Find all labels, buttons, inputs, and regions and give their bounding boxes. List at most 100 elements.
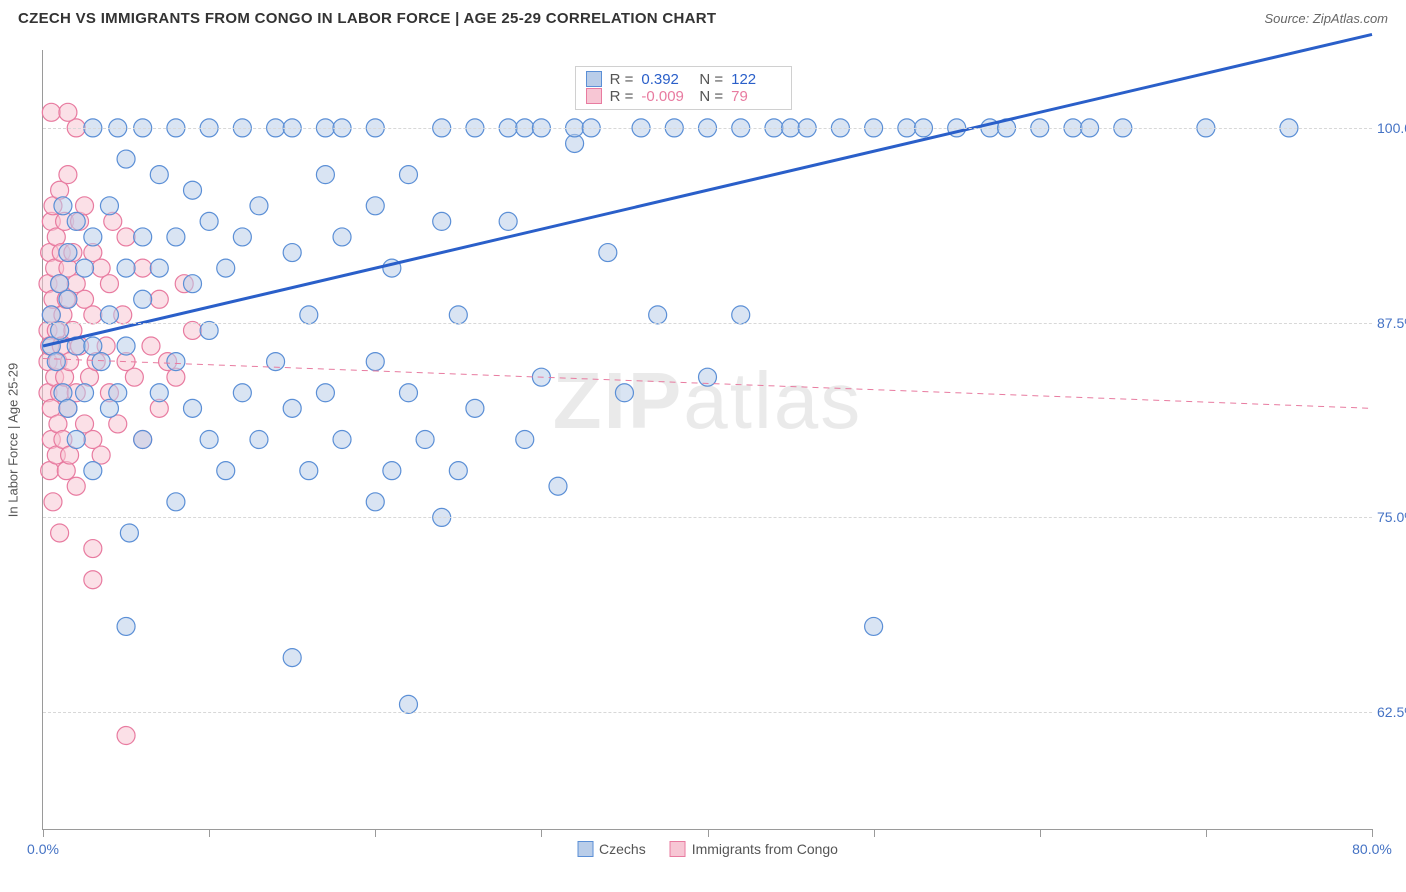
data-point [200, 212, 218, 230]
data-point [366, 197, 384, 215]
xtick [708, 829, 709, 837]
data-point [167, 353, 185, 371]
data-point [117, 727, 135, 745]
ytick-label: 62.5% [1377, 704, 1406, 720]
data-point [250, 197, 268, 215]
data-point [416, 431, 434, 449]
stat-r-value: 0.392 [641, 71, 691, 88]
data-point [150, 384, 168, 402]
data-point [51, 524, 69, 542]
data-point [283, 399, 301, 417]
stats-box: R =0.392N =122R =-0.009N =79 [575, 66, 793, 110]
ytick-label: 75.0% [1377, 509, 1406, 525]
data-point [44, 493, 62, 511]
data-point [549, 477, 567, 495]
stat-r-label: R = [610, 71, 634, 88]
data-point [250, 431, 268, 449]
xtick [209, 829, 210, 837]
data-point [76, 384, 94, 402]
data-point [59, 399, 77, 417]
data-point [184, 181, 202, 199]
data-point [67, 212, 85, 230]
data-point [184, 275, 202, 293]
legend-swatch [670, 841, 686, 857]
data-point [233, 228, 251, 246]
stat-n-label: N = [699, 71, 723, 88]
legend-swatch [586, 88, 602, 104]
data-point [167, 493, 185, 511]
data-point [47, 353, 65, 371]
data-point [300, 462, 318, 480]
data-point [399, 166, 417, 184]
gridline-h [43, 712, 1372, 713]
data-point [300, 306, 318, 324]
data-point [316, 166, 334, 184]
data-point [383, 462, 401, 480]
data-point [399, 695, 417, 713]
data-point [67, 431, 85, 449]
data-point [184, 399, 202, 417]
source-label: Source: ZipAtlas.com [1264, 11, 1388, 26]
data-point [366, 353, 384, 371]
data-point [100, 275, 118, 293]
data-point [120, 524, 138, 542]
stat-n-value: 79 [731, 88, 781, 105]
data-point [150, 166, 168, 184]
xtick-label-right: 80.0% [1352, 841, 1392, 857]
data-point [267, 353, 285, 371]
chart-plot-area: In Labor Force | Age 25-29 ZIPatlas 62.5… [42, 50, 1372, 830]
xtick [1206, 829, 1207, 837]
stats-row: R =0.392N =122 [586, 71, 782, 88]
ytick-label: 100.0% [1377, 120, 1406, 136]
data-point [449, 462, 467, 480]
chart-title: CZECH VS IMMIGRANTS FROM CONGO IN LABOR … [18, 10, 716, 27]
legend-swatch [577, 841, 593, 857]
data-point [51, 321, 69, 339]
data-point [599, 244, 617, 262]
stat-n-label: N = [699, 88, 723, 105]
legend-label: Czechs [599, 841, 646, 857]
stat-r-label: R = [610, 88, 634, 105]
data-point [366, 493, 384, 511]
data-point [217, 259, 235, 277]
data-point [117, 150, 135, 168]
xtick [874, 829, 875, 837]
data-point [333, 228, 351, 246]
data-point [134, 431, 152, 449]
stat-r-value: -0.009 [641, 88, 691, 105]
gridline-h [43, 128, 1372, 129]
data-point [200, 431, 218, 449]
data-point [84, 571, 102, 589]
legend-swatch [586, 71, 602, 87]
xtick [1372, 829, 1373, 837]
data-point [615, 384, 633, 402]
data-point [200, 321, 218, 339]
legend-item: Czechs [577, 841, 646, 857]
data-point [134, 259, 152, 277]
data-point [516, 431, 534, 449]
data-point [104, 212, 122, 230]
data-point [499, 212, 517, 230]
gridline-h [43, 323, 1372, 324]
data-point [125, 368, 143, 386]
data-point [57, 462, 75, 480]
ytick-label: 87.5% [1377, 315, 1406, 331]
data-point [67, 477, 85, 495]
data-point [316, 384, 334, 402]
legend-item: Immigrants from Congo [670, 841, 838, 857]
data-point [100, 306, 118, 324]
data-point [283, 244, 301, 262]
data-point [865, 617, 883, 635]
data-point [84, 306, 102, 324]
title-bar: CZECH VS IMMIGRANTS FROM CONGO IN LABOR … [0, 0, 1406, 35]
data-point [233, 384, 251, 402]
xtick [375, 829, 376, 837]
data-point [109, 384, 127, 402]
data-point [167, 228, 185, 246]
data-point [59, 166, 77, 184]
bottom-legend: Czechs Immigrants from Congo [577, 841, 838, 857]
data-point [466, 399, 484, 417]
stats-row: R = -0.009 N = 79 [586, 88, 782, 105]
data-point [76, 259, 94, 277]
y-axis-title: In Labor Force | Age 25-29 [6, 362, 21, 516]
